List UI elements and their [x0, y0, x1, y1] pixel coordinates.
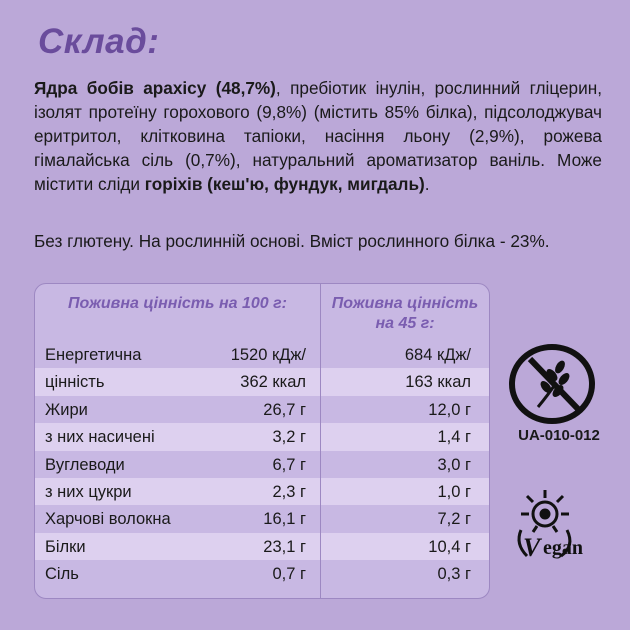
svg-text:egan: egan: [543, 537, 583, 559]
certification-code: UA-010-012: [518, 427, 600, 444]
svg-text:V: V: [523, 533, 543, 562]
table-row: Сіль 0,7 г 0,3 г: [35, 560, 489, 588]
row-label: цінність: [45, 373, 105, 392]
value-per-100g: 1520 кДж/: [230, 346, 306, 364]
row-divider: [320, 505, 321, 533]
row-divider: [320, 395, 321, 424]
value-per-100g: 3,2 г: [272, 428, 306, 447]
row-divider: [320, 341, 321, 369]
ingredients-body: , пребіотик інулін, рослинний гліцерин, …: [34, 78, 602, 194]
ingredients-end: .: [424, 174, 430, 194]
row-label: з них насичені: [45, 428, 155, 447]
header-per-45g: Поживна цінність на 45 г:: [331, 295, 479, 332]
value-per-100g: 6,7 г: [272, 455, 306, 474]
header-per-100g: Поживна цінність на 100 г:: [68, 295, 287, 312]
value-per-45g: 163 ккал: [405, 373, 471, 392]
value-per-45g: 0,3 г: [437, 565, 471, 584]
row-label: Жири: [45, 400, 88, 419]
value-per-100g: 16,1 г: [263, 510, 306, 529]
value-per-45g: 684 кДж/: [404, 346, 471, 364]
table-row: цінність 362 ккал 163 ккал: [35, 368, 489, 396]
vegan-logo: V egan: [517, 490, 583, 562]
row-divider: [320, 532, 321, 561]
row-divider: [320, 450, 321, 478]
value-per-100g: 2,3 г: [272, 482, 306, 501]
value-per-45g: 1,0 г: [437, 482, 471, 501]
value-per-45g: 1,4 г: [437, 428, 471, 447]
row-label: Енергетична: [45, 346, 142, 364]
table-row: Білки 23,1 г 10,4 г: [35, 532, 489, 561]
nutrition-rows: Енергетична 1520 кДж/684 кДж/цінність 362 …: [35, 341, 489, 588]
gluten-free-icon: [509, 344, 595, 424]
value-per-100g: 362 ккал: [240, 373, 306, 392]
table-row: Жири 26,7 г 12,0 г: [35, 395, 489, 424]
value-per-45g: 7,2 г: [437, 510, 471, 529]
gluten-free-note: Без глютену. На рослинній основі. Вміст …: [34, 231, 550, 251]
row-label: Вуглеводи: [45, 455, 125, 474]
row-label: Сіль: [45, 565, 79, 584]
ingredients-bold-2: горіхів (кеш'ю, фундук, мигдаль): [144, 174, 425, 194]
table-row: Вуглеводи 6,7 г 3,0 г: [35, 450, 489, 478]
value-per-100g: 23,1 г: [263, 537, 306, 556]
page-title: Склад:: [38, 22, 160, 61]
value-per-45g: 10,4 г: [428, 537, 471, 556]
row-divider: [320, 477, 321, 506]
row-divider: [320, 368, 321, 396]
row-label: Білки: [45, 537, 86, 556]
ingredients-bold-1: Ядра бобів арахісу (48,7%): [34, 78, 276, 98]
value-per-100g: 0,7 г: [272, 565, 306, 584]
ingredients-text: Ядра бобів арахісу (48,7%), пребіотик ін…: [34, 76, 602, 196]
row-label: Харчові волокна: [45, 510, 171, 529]
row-divider: [320, 423, 321, 451]
nutrition-table: Поживна цінність на 100 г: Поживна цінні…: [34, 283, 490, 599]
value-per-45g: 3,0 г: [437, 455, 471, 474]
value-per-45g: 12,0 г: [428, 400, 471, 419]
table-row: з них цукри 2,3 г 1,0 г: [35, 477, 489, 506]
row-label: з них цукри: [45, 482, 132, 501]
table-row: з них насичені 3,2 г 1,4 г: [35, 423, 489, 451]
table-row: Енергетична 1520 кДж/684 кДж/: [35, 341, 489, 369]
table-row: Харчові волокна 16,1 г 7,2 г: [35, 505, 489, 533]
value-per-100g: 26,7 г: [263, 400, 306, 419]
row-divider: [320, 560, 321, 588]
